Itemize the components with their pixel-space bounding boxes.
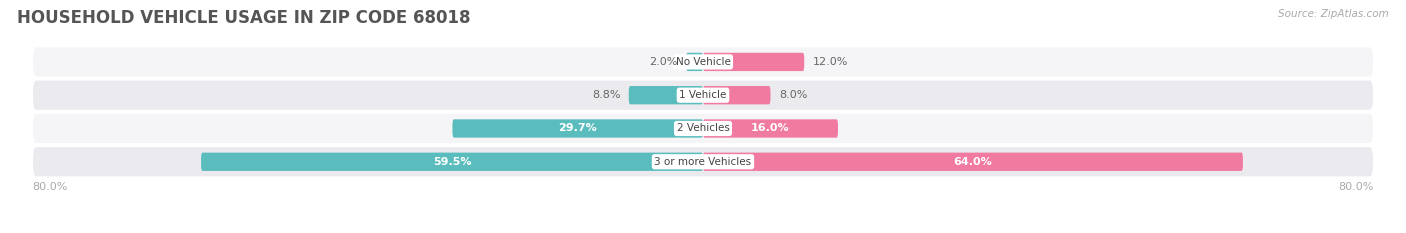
FancyBboxPatch shape [686, 53, 703, 71]
Text: 80.0%: 80.0% [1339, 182, 1374, 192]
FancyBboxPatch shape [703, 153, 1243, 171]
Text: 12.0%: 12.0% [813, 57, 848, 67]
Text: 1 Vehicle: 1 Vehicle [679, 90, 727, 100]
FancyBboxPatch shape [703, 53, 804, 71]
Text: Source: ZipAtlas.com: Source: ZipAtlas.com [1278, 9, 1389, 19]
Text: 8.0%: 8.0% [779, 90, 807, 100]
Text: 2 Vehicles: 2 Vehicles [676, 123, 730, 134]
Text: 8.8%: 8.8% [592, 90, 620, 100]
FancyBboxPatch shape [32, 146, 1374, 177]
Text: HOUSEHOLD VEHICLE USAGE IN ZIP CODE 68018: HOUSEHOLD VEHICLE USAGE IN ZIP CODE 6801… [17, 9, 471, 27]
FancyBboxPatch shape [703, 86, 770, 104]
FancyBboxPatch shape [32, 79, 1374, 111]
FancyBboxPatch shape [32, 46, 1374, 78]
FancyBboxPatch shape [628, 86, 703, 104]
Text: 2.0%: 2.0% [650, 57, 678, 67]
FancyBboxPatch shape [453, 119, 703, 138]
Text: 59.5%: 59.5% [433, 157, 471, 167]
FancyBboxPatch shape [703, 119, 838, 138]
Text: 3 or more Vehicles: 3 or more Vehicles [654, 157, 752, 167]
Text: 80.0%: 80.0% [32, 182, 67, 192]
Text: 29.7%: 29.7% [558, 123, 598, 134]
Text: 16.0%: 16.0% [751, 123, 790, 134]
Text: No Vehicle: No Vehicle [675, 57, 731, 67]
Text: 64.0%: 64.0% [953, 157, 993, 167]
FancyBboxPatch shape [32, 113, 1374, 144]
FancyBboxPatch shape [201, 153, 703, 171]
